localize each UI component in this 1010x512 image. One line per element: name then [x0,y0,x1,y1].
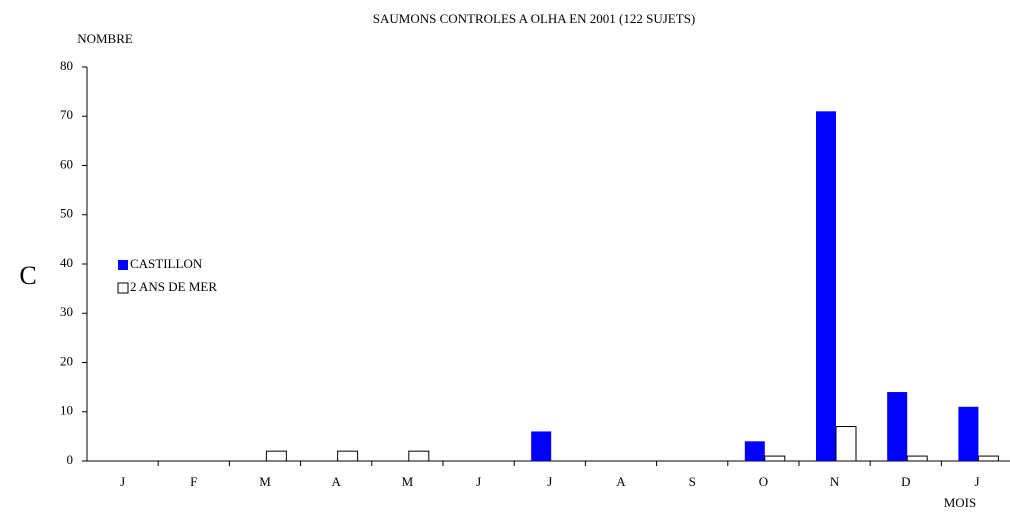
x-tick-label: J [974,474,979,489]
side-label: C [19,261,36,290]
bar [764,455,786,462]
y-tick-label: 20 [60,353,73,368]
x-tick-label: N [830,474,840,489]
bar [887,392,908,461]
x-tick-label: A [616,474,626,489]
y-tick-label: 30 [60,304,73,319]
x-tick-label: S [689,474,696,489]
bar [337,450,359,462]
y-tick-label: 60 [60,156,73,171]
y-tick-label: 50 [60,206,73,221]
chart-title: SAUMONS CONTROLES A OLHA EN 2001 (122 SU… [373,11,696,26]
legend-swatch [117,282,129,294]
legend-label: CASTILLON [130,256,203,271]
x-axis-label: MOIS [944,495,977,510]
bar [977,455,999,462]
bar [816,111,836,461]
bar [958,406,979,461]
bar [906,455,928,462]
y-tick-label: 0 [67,452,74,467]
y-tick-label: 70 [60,107,73,122]
x-tick-label: A [332,474,342,489]
x-tick-label: J [476,474,481,489]
x-tick-label: M [259,474,271,489]
x-tick-label: J [547,474,552,489]
bar [408,450,430,462]
x-tick-label: D [901,474,910,489]
x-tick-label: J [120,474,125,489]
y-axis-label: NOMBRE [77,31,133,46]
legend-label: 2 ANS DE MER [130,279,217,294]
x-tick-label: O [759,474,768,489]
bar [265,450,287,462]
bar [744,441,765,461]
x-tick-label: F [190,474,197,489]
bar [531,431,552,461]
x-tick-label: M [402,474,414,489]
y-tick-label: 40 [60,255,73,270]
legend-swatch [118,260,128,270]
y-tick-label: 10 [60,403,73,418]
y-tick-label: 80 [60,58,73,73]
bar [835,426,857,462]
